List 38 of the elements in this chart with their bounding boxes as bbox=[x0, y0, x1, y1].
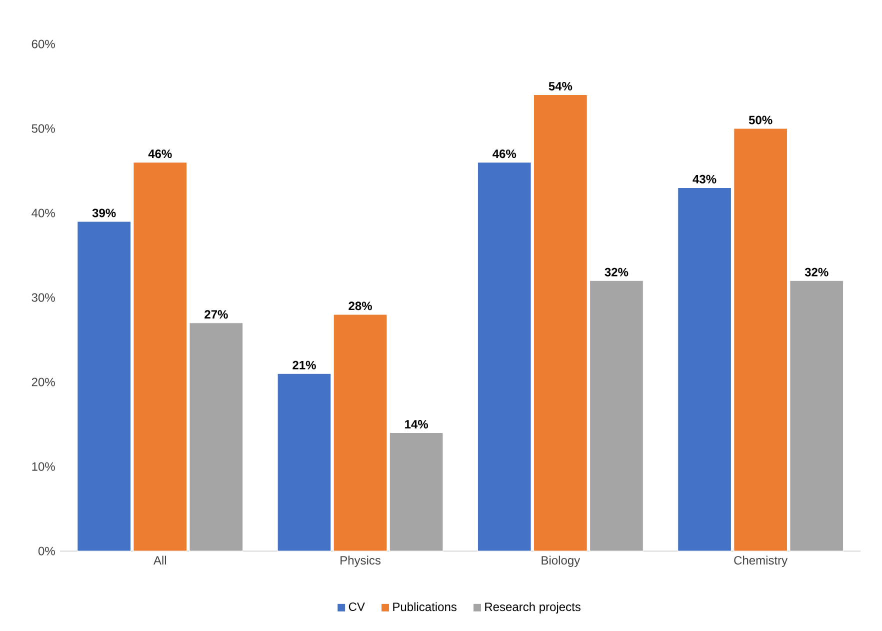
data-label: 46% bbox=[492, 149, 516, 158]
x-tick-label: All bbox=[153, 556, 166, 564]
bar bbox=[590, 280, 644, 552]
bar bbox=[678, 187, 732, 552]
data-label: 50% bbox=[748, 116, 772, 124]
bar bbox=[533, 94, 588, 552]
data-label: 43% bbox=[692, 174, 716, 184]
y-tick-label: 30% bbox=[32, 293, 55, 302]
bar bbox=[189, 322, 244, 552]
data-label: 32% bbox=[604, 268, 628, 276]
x-tick-label: Biology bbox=[542, 556, 580, 567]
x-tick-label: Chemistry bbox=[734, 556, 788, 567]
y-tick-label: 60% bbox=[32, 40, 55, 48]
bar bbox=[333, 314, 388, 552]
legend-label: CV bbox=[348, 602, 365, 611]
bar bbox=[133, 162, 188, 552]
data-label: 46% bbox=[148, 149, 172, 158]
y-tick-label: 10% bbox=[32, 462, 55, 471]
bar bbox=[389, 432, 444, 552]
data-label: 39% bbox=[92, 208, 116, 218]
bar bbox=[790, 280, 844, 552]
y-tick-label: 0% bbox=[38, 546, 55, 556]
bar bbox=[477, 162, 532, 552]
bar bbox=[77, 221, 132, 552]
y-tick-label: 50% bbox=[32, 124, 55, 133]
data-label: 21% bbox=[292, 360, 316, 370]
bar bbox=[277, 373, 332, 552]
bar bbox=[734, 128, 788, 552]
data-label: 32% bbox=[804, 268, 828, 276]
data-label: 27% bbox=[204, 310, 228, 319]
y-tick-label: 40% bbox=[32, 208, 55, 218]
y-tick-label: 20% bbox=[32, 378, 55, 386]
legend-label: Publications bbox=[393, 602, 456, 612]
data-label: 54% bbox=[548, 82, 572, 90]
x-tick-label: Physics bbox=[340, 556, 381, 567]
legend-label: Research projects bbox=[485, 602, 580, 614]
data-label: 28% bbox=[348, 302, 372, 310]
data-label: 14% bbox=[405, 420, 428, 428]
